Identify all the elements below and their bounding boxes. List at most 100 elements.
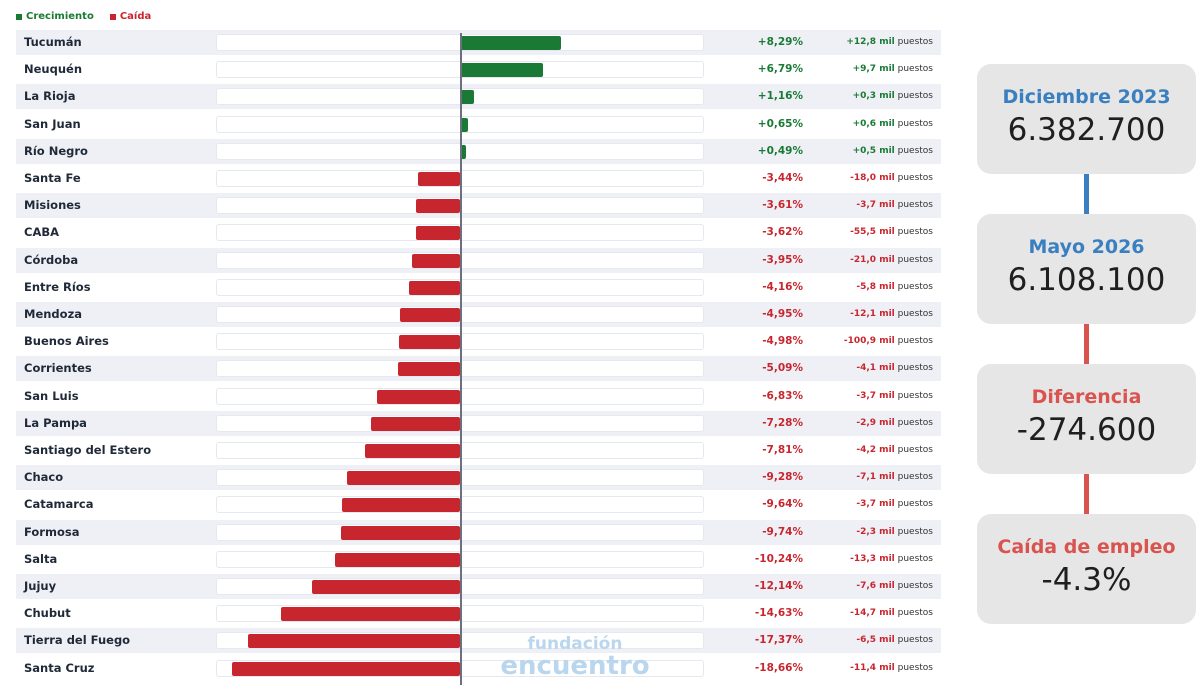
pct-label: -6,83% bbox=[762, 389, 803, 402]
jobs-unit: puestos bbox=[897, 118, 933, 129]
pct-label: -17,37% bbox=[754, 634, 803, 647]
jobs-value: -4,2 mil bbox=[856, 445, 895, 455]
card-may-2026-value: 6.108.100 bbox=[1007, 262, 1166, 298]
jobs-label: +12,8 mil puestos bbox=[846, 30, 933, 55]
pct-label: +0,65% bbox=[757, 117, 803, 130]
jobs-label: -55,5 mil puestos bbox=[850, 220, 933, 245]
jobs-unit: puestos bbox=[897, 64, 933, 75]
province-name: Chubut bbox=[24, 606, 71, 621]
province-name: Chaco bbox=[24, 470, 64, 485]
jobs-value: -3,7 mil bbox=[856, 200, 895, 211]
bar-decline bbox=[247, 634, 460, 649]
bar-decline bbox=[334, 552, 460, 567]
bar-growth bbox=[460, 63, 543, 78]
table-row: Catamarca -9,64% -3,7 mil puestos bbox=[16, 492, 941, 517]
bar-decline bbox=[411, 253, 460, 268]
jobs-unit: puestos bbox=[897, 91, 933, 102]
jobs-unit: puestos bbox=[897, 390, 933, 401]
province-name: La Pampa bbox=[24, 415, 87, 430]
jobs-value: +0,6 mil bbox=[852, 118, 895, 129]
table-row: Buenos Aires -4,98% -100,9 mil puestos bbox=[16, 329, 941, 354]
jobs-label: -5,8 mil puestos bbox=[856, 275, 933, 300]
table-row: Jujuy -12,14% -7,6 mil puestos bbox=[16, 574, 941, 599]
province-name: Tucumán bbox=[24, 35, 82, 49]
bar-decline bbox=[364, 444, 460, 458]
jobs-label: -14,7 mil puestos bbox=[850, 601, 933, 626]
bar-decline bbox=[346, 471, 460, 486]
legend: Crecimiento Caída bbox=[16, 11, 151, 22]
jobs-unit: puestos bbox=[897, 281, 933, 292]
watermark-logo: fundación encuentro bbox=[500, 636, 650, 681]
bar-growth bbox=[460, 90, 475, 105]
watermark-line2: encuentro bbox=[500, 651, 650, 681]
province-name: Neuquén bbox=[24, 62, 83, 77]
jobs-unit: puestos bbox=[897, 363, 933, 374]
card-employment-drop-value: -4.3% bbox=[1041, 562, 1132, 598]
table-row: La Rioja +1,16% +0,3 mil puestos bbox=[16, 84, 941, 110]
bar-decline bbox=[341, 525, 460, 540]
card-difference-label: Diferencia bbox=[1031, 386, 1142, 408]
pct-label: -18,66% bbox=[754, 661, 803, 674]
card-dec-2023-label: Diciembre 2023 bbox=[1002, 86, 1171, 108]
pct-label: -9,74% bbox=[762, 525, 803, 538]
jobs-value: -100,9 mil bbox=[843, 336, 895, 347]
jobs-label: -2,3 mil puestos bbox=[856, 520, 933, 545]
legend-decline-swatch bbox=[109, 13, 116, 20]
province-name: Salta bbox=[24, 551, 58, 566]
jobs-unit: puestos bbox=[897, 581, 933, 591]
pct-label: -4,98% bbox=[762, 335, 803, 348]
pct-label: -3,61% bbox=[762, 199, 803, 212]
jobs-unit: puestos bbox=[897, 200, 933, 211]
table-row: Chaco -9,28% -7,1 mil puestos bbox=[16, 465, 941, 491]
jobs-unit: puestos bbox=[897, 227, 933, 238]
province-name: Santa Fe bbox=[24, 171, 81, 185]
province-name: Misiones bbox=[24, 198, 81, 213]
bar-decline bbox=[399, 308, 460, 322]
jobs-label: -100,9 mil puestos bbox=[844, 329, 933, 354]
jobs-unit: puestos bbox=[897, 553, 933, 564]
card-may-2026: Mayo 2026 6.108.100 bbox=[977, 214, 1196, 324]
pct-label: -14,63% bbox=[754, 607, 803, 620]
pct-label: -10,24% bbox=[754, 552, 803, 565]
jobs-value: -12,1 mil bbox=[850, 309, 895, 319]
province-name: San Luis bbox=[24, 388, 79, 403]
jobs-label: -12,1 mil puestos bbox=[850, 302, 933, 327]
pct-label: -7,28% bbox=[762, 416, 803, 429]
bar-decline bbox=[342, 498, 460, 513]
pct-label: -7,81% bbox=[762, 444, 803, 456]
jobs-value: -7,1 mil bbox=[856, 472, 895, 483]
jobs-unit: puestos bbox=[897, 445, 933, 455]
jobs-label: +9,7 mil puestos bbox=[853, 57, 933, 82]
table-row: Entre Ríos -4,16% -5,8 mil puestos bbox=[16, 275, 941, 300]
pct-label: +6,79% bbox=[757, 63, 803, 76]
table-row: Santiago del Estero -7,81% -4,2 mil puesto… bbox=[16, 438, 941, 463]
jobs-value: -11,4 mil bbox=[850, 662, 895, 673]
province-name: Córdoba bbox=[24, 252, 79, 267]
province-name: Mendoza bbox=[24, 307, 83, 321]
province-name: Jujuy bbox=[24, 579, 57, 593]
table-row: Formosa -9,74% -2,3 mil puestos bbox=[16, 519, 941, 545]
card-employment-drop-label: Caída de empleo bbox=[997, 536, 1176, 558]
card-may-2026-label: Mayo 2026 bbox=[1028, 236, 1145, 258]
bar-decline bbox=[371, 416, 460, 431]
jobs-value: -18,0 mil bbox=[850, 173, 895, 183]
bar-decline bbox=[232, 661, 460, 676]
table-row: Tucumán +8,29% +12,8 mil puestos bbox=[16, 30, 941, 55]
jobs-label: -7,1 mil puestos bbox=[856, 465, 933, 490]
connector-2 bbox=[1084, 324, 1089, 364]
jobs-unit: puestos bbox=[897, 526, 933, 537]
card-difference: Diferencia -274.600 bbox=[977, 364, 1196, 474]
table-row: Mendoza -4,95% -12,1 mil puestos bbox=[16, 302, 941, 327]
jobs-unit: puestos bbox=[897, 499, 933, 510]
bar-growth bbox=[460, 117, 468, 132]
legend-growth: Crecimiento bbox=[16, 11, 94, 22]
jobs-unit: puestos bbox=[897, 254, 933, 265]
jobs-unit: puestos bbox=[897, 635, 933, 646]
jobs-unit: puestos bbox=[897, 309, 933, 319]
jobs-value: -4,1 mil bbox=[856, 363, 895, 374]
jobs-value: -55,5 mil bbox=[850, 227, 895, 238]
pct-label: -12,14% bbox=[754, 580, 803, 592]
jobs-value: -2,9 mil bbox=[856, 417, 895, 428]
jobs-value: -13,3 mil bbox=[850, 553, 895, 564]
province-name: Tierra del Fuego bbox=[24, 633, 131, 648]
